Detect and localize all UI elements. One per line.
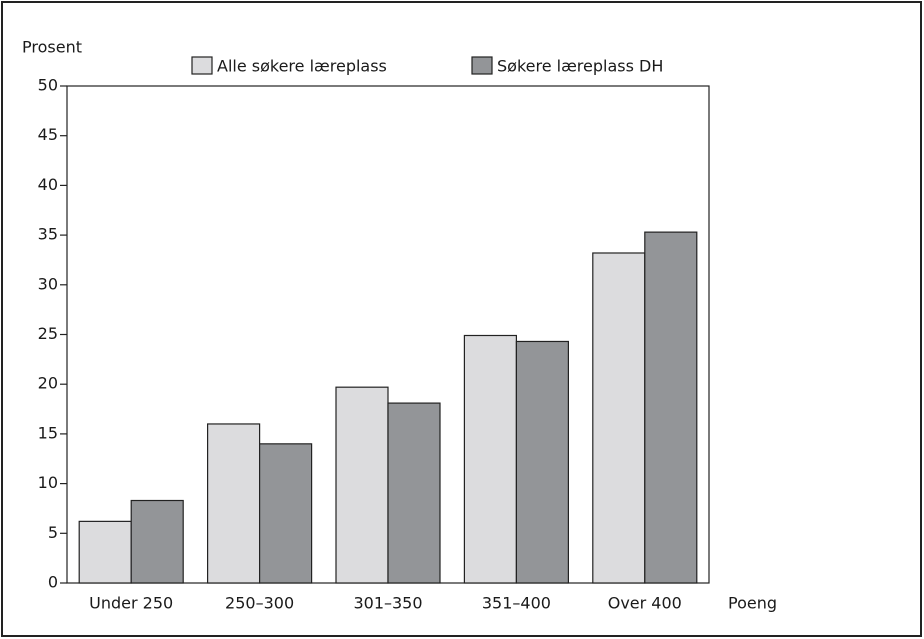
bar <box>644 231 698 584</box>
y-tick-label: 5 <box>48 523 58 542</box>
x-tick-label: 250–300 <box>225 594 294 613</box>
x-tick-label: Over 400 <box>608 594 682 613</box>
y-tick-label: 50 <box>38 76 58 95</box>
x-tick-label: Under 250 <box>89 594 173 613</box>
bar <box>207 423 261 584</box>
x-tick-label: 301–350 <box>353 594 422 613</box>
y-axis-label: Prosent <box>22 38 82 57</box>
y-tick-label: 25 <box>38 324 58 343</box>
y-tick-label: 35 <box>38 225 58 244</box>
y-tick-label: 10 <box>38 473 58 492</box>
y-tick-label: 15 <box>38 423 58 442</box>
legend-label: Alle søkere læreplass <box>217 57 387 76</box>
bar <box>515 340 570 584</box>
x-axis-label: Poeng <box>728 594 777 613</box>
bar <box>387 402 441 584</box>
y-tick-label: 20 <box>38 374 58 393</box>
y-tick-label: 0 <box>48 573 58 592</box>
bar <box>259 443 313 584</box>
y-tick-label: 30 <box>38 274 58 293</box>
bar <box>130 499 184 584</box>
legend-swatch <box>191 56 213 75</box>
bar <box>78 520 132 584</box>
y-tick-label: 40 <box>38 175 58 194</box>
x-tick-label: 351–400 <box>482 594 551 613</box>
legend-label: Søkere læreplass DH <box>497 57 663 76</box>
bar <box>335 386 389 584</box>
legend-swatch <box>471 56 493 75</box>
bar <box>463 334 517 584</box>
bar <box>592 252 646 584</box>
y-tick-label: 45 <box>38 125 58 144</box>
